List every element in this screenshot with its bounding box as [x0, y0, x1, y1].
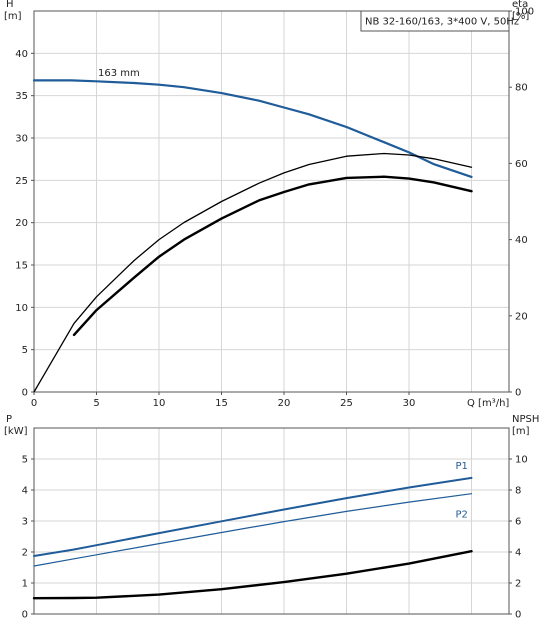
- top-y-left-tick-label: 20: [15, 218, 28, 229]
- bottom-y-right-tick-label: 2: [515, 579, 521, 590]
- top-y-left-tick-label: 5: [22, 345, 28, 356]
- bottom-y-left-tick-label: 5: [22, 455, 28, 466]
- top-y-left-tick-label: 10: [15, 303, 28, 314]
- impeller-diameter-annotation: 163 mm: [98, 68, 140, 79]
- top-y-left-tick-label: 25: [15, 176, 28, 187]
- bottom-y-right-tick-label: 4: [515, 548, 521, 559]
- bottom-y-left-tick-label: 3: [22, 517, 28, 528]
- top-y-left-tick-label: 30: [15, 134, 28, 145]
- bottom-y-right-tick-label: 0: [515, 610, 521, 621]
- bottom-y-right-label: NPSH: [512, 414, 539, 425]
- top-y-right-tick-label: 100: [515, 7, 534, 18]
- top-y-right-tick-label: 0: [515, 388, 521, 399]
- top-y-left-tick-label: 0: [22, 388, 28, 399]
- top-y-left-tick-label: 15: [15, 261, 28, 272]
- top-eta-thick-curve: [72, 175, 473, 337]
- bottom-y-left-unit: [kW]: [4, 426, 28, 437]
- top-y-right-label: eta: [512, 0, 528, 10]
- top-x-tick-label: 0: [31, 398, 37, 409]
- top-x-tick-label: 10: [153, 398, 166, 409]
- bottom-y-right-unit: [m]: [512, 426, 530, 437]
- top-plot-frame: [33, 10, 510, 393]
- bottom-y-right-tick-label: 6: [515, 517, 521, 528]
- bottom-series-label-p1: P1: [456, 461, 468, 472]
- top-y-left-tick-label: 40: [15, 49, 28, 60]
- bottom-p1-curve: [33, 476, 473, 557]
- top-x-tick-label: 25: [340, 398, 353, 409]
- top-x-tick-label: 5: [93, 398, 99, 409]
- bottom-y-left-tick-label: 0: [22, 610, 28, 621]
- bottom-y-right-tick-label: 10: [515, 455, 528, 466]
- top-x-tick-label: 30: [403, 398, 416, 409]
- bottom-y-left-label: P: [6, 414, 12, 425]
- bottom-p2-curve: [33, 493, 473, 567]
- top-y-right-tick-label: 60: [515, 159, 528, 170]
- top-y-right-tick-label: 80: [515, 83, 528, 94]
- bottom-npsh-curve: [32, 550, 473, 600]
- bottom-y-right-tick-label: 8: [515, 486, 521, 497]
- bottom-y-left-tick-label: 1: [22, 579, 28, 590]
- bottom-y-left-tick-label: 4: [22, 486, 28, 497]
- bottom-y-left-tick-label: 2: [22, 548, 28, 559]
- x-axis-label: Q [m³/h]: [467, 398, 509, 409]
- top-x-tick-label: 15: [215, 398, 228, 409]
- top-head-curve: [32, 79, 473, 178]
- top-y-left-tick-label: 35: [15, 91, 28, 102]
- top-y-right-tick-label: 40: [515, 235, 528, 246]
- bottom-series-label-p2: P2: [456, 510, 468, 521]
- top-x-tick-label: 20: [278, 398, 291, 409]
- top-y-right-unit: [%]: [512, 11, 529, 22]
- top-eta-thin-curve: [33, 152, 473, 393]
- top-y-left-unit: [m]: [4, 11, 22, 22]
- title-box: [360, 10, 510, 32]
- chart-title: NB 32-160/163, 3*400 V, 50Hz: [365, 17, 519, 28]
- top-y-right-tick-label: 20: [515, 311, 528, 322]
- top-y-left-label: H: [6, 0, 14, 10]
